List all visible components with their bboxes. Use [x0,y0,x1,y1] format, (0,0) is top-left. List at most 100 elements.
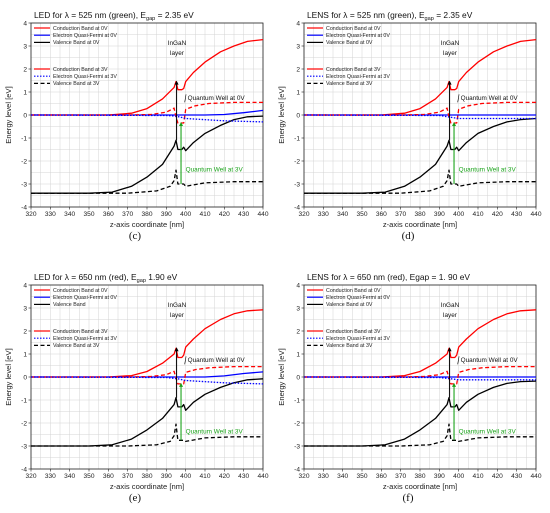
chart-panel-1: 320 330 340 350 360 370 380 390 400 410 420 430 440-… [277,10,542,229]
well-arrowhead-0v [447,347,452,352]
x-tick-label: 330 [318,211,329,218]
x-tick-label: 430 [511,211,522,218]
x-tick-label: 440 [257,473,268,480]
y-tick-label: -3 [21,181,27,188]
x-tick-label: 430 [238,211,249,218]
y-tick-label: -2 [294,158,300,165]
legend-label: Conduction Band at 0V [53,26,108,32]
caption-e: (e) [128,492,142,504]
y-tick-label: 1 [296,89,300,96]
x-tick-label: 420 [219,473,230,480]
chart-panel-2: 320 330 340 350 360 370 380 390 400 410 420 430 440-… [4,272,269,491]
legend-label: Electron Quasi-Fermi at 0V [53,33,117,39]
x-tick-label: 410 [199,473,210,480]
x-tick-label: 380 [414,211,425,218]
series-line-2 [304,117,537,194]
legend-label: Valence Band at 0V [53,40,100,46]
x-tick-label: 340 [337,473,348,480]
series-line-5 [304,423,536,447]
y-tick-label: -2 [21,158,27,165]
x-tick-label: 360 [376,211,387,218]
legend-label: Electron Quasi-Fermi at 3V [53,336,117,342]
legend-label: Valence Band at 3V [53,343,100,349]
legend-label: Conduction Band at 3V [53,329,108,335]
y-tick-label: 3 [296,43,300,50]
annotation-qw3: Quantum Well at 3V [459,166,517,173]
caption-f: (f) [402,492,414,504]
y-axis-label: Energy level [eV] [4,348,13,405]
y-tick-label: -1 [294,397,300,404]
chart-title: LED for λ = 525 nm (green), Egap = 2.35 … [34,10,194,22]
chart-title-subscript: gap [425,16,434,22]
y-tick-label: 3 [23,305,27,312]
y-tick-label: 1 [296,351,300,358]
series-line-5 [304,169,536,194]
legend-label: Conduction Band at 0V [53,288,108,294]
annotation-qw0: Quantum Well at 0V [461,95,519,102]
y-axis-label: Energy level [eV] [277,86,286,143]
chart-title: LED for λ = 650 nm (red), Egap 1.90 eV [34,272,178,284]
series-line-3 [304,101,536,124]
y-tick-label: -4 [294,204,300,211]
chart-title-suffix: 1.90 eV [146,272,178,282]
x-tick-label: 410 [472,211,483,218]
x-tick-label: 390 [161,473,172,480]
y-tick-label: -3 [21,443,27,450]
x-tick-label: 440 [530,211,541,218]
legend-label: Electron Quasi-Fermi at 3V [53,74,117,80]
y-tick-label: 1 [23,89,27,96]
chart-title-subscript: gap [146,16,155,22]
y-tick-label: 1 [23,351,27,358]
series-line-5 [31,423,263,447]
series-line-5 [31,169,263,194]
y-tick-label: -4 [21,466,27,473]
well-arrowhead-3v [179,382,184,387]
x-tick-label: 370 [122,211,133,218]
x-tick-label: 320 [25,473,36,480]
x-tick-label: 350 [83,473,94,480]
x-tick-label: 400 [180,473,191,480]
x-tick-label: 400 [453,473,464,480]
x-tick-label: 340 [64,473,75,480]
x-tick-label: 370 [395,211,406,218]
caption-c: (c) [128,230,142,242]
y-tick-label: 2 [296,328,300,335]
x-tick-label: 440 [257,211,268,218]
series-line-4 [30,114,264,123]
annotation-ingan: InGaN [168,40,187,47]
x-tick-label: 420 [492,473,503,480]
x-tick-label: 380 [414,473,425,480]
x-tick-label: 430 [511,473,522,480]
x-tick-label: 390 [434,211,445,218]
x-axis-label: z-axis coordinate [nm] [110,220,184,229]
y-tick-label: -1 [21,397,27,404]
x-tick-label: 350 [356,473,367,480]
series-line-0 [31,309,264,378]
x-tick-label: 410 [472,473,483,480]
legend-label: Electron Quasi-Fermi at 3V [326,74,390,80]
y-tick-label: -4 [294,466,300,473]
x-tick-label: 320 [298,473,309,480]
annotation-qw3: Quantum Well at 3V [186,166,244,173]
annotation-ingan: InGaN [441,302,460,309]
chart-title: LENS for λ = 650 nm (red), Egap = 1. 90 … [307,272,470,282]
x-tick-label: 380 [141,211,152,218]
y-tick-label: 0 [296,112,300,119]
legend-label: Valence Band at 3V [326,81,373,87]
x-axis-label: z-axis coordinate [nm] [383,220,457,229]
x-tick-label: 430 [238,473,249,480]
series-line-0 [31,38,264,116]
x-tick-label: 410 [199,211,210,218]
legend-label: Valence Band [53,302,86,308]
x-tick-label: 400 [453,211,464,218]
x-axis-label: z-axis coordinate [nm] [383,482,457,491]
chart-title-suffix: = 2.35 eV [155,10,194,20]
x-tick-label: 420 [219,211,230,218]
x-tick-label: 390 [434,473,445,480]
x-tick-label: 360 [376,473,387,480]
y-axis-label: Energy level [eV] [4,86,13,143]
series-line-2 [31,378,264,447]
annotation-qw0: Quantum Well at 0V [188,357,246,364]
annotation-qw0: Quantum Well at 0V [188,95,246,102]
